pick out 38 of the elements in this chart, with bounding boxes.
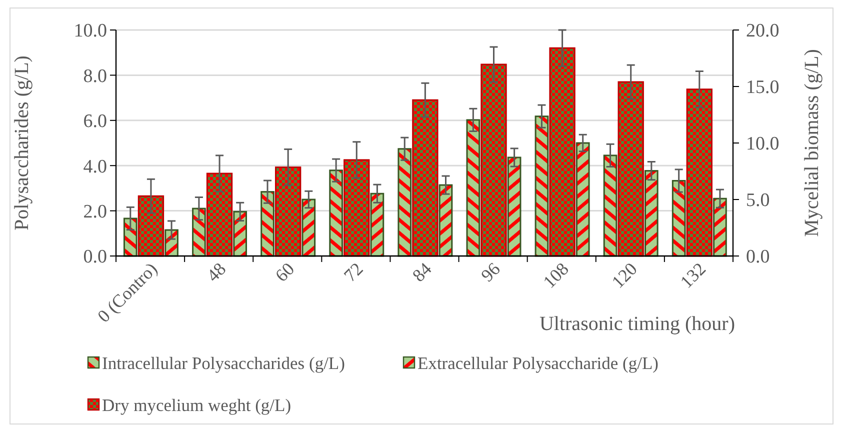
legend-label: Dry mycelium weght (g/L) (102, 395, 292, 416)
bar (576, 142, 590, 257)
x-tick-label: 96 (477, 258, 504, 286)
x-tick-label: 60 (271, 258, 298, 286)
bar (686, 88, 712, 257)
y2-tick-label: 20.0 (746, 20, 780, 42)
y-tick-label: 0.0 (83, 246, 107, 268)
legend-label: Intracellular Polysaccharides (g/L) (102, 353, 346, 374)
y2-tick-label: 0.0 (746, 246, 770, 268)
x-axis-title: Ultrasonic timing (hour) (539, 313, 735, 335)
x-tick-label: 72 (340, 258, 367, 286)
y-tick-label: 10.0 (74, 20, 107, 42)
bar (713, 198, 727, 257)
bar (123, 218, 138, 257)
x-tick-label: 84 (408, 258, 436, 286)
x-tick-label: 108 (539, 258, 572, 292)
y2-tick-label: 15.0 (746, 77, 780, 98)
y-tick-label: 4.0 (83, 156, 107, 178)
bar (603, 154, 618, 257)
bar (644, 170, 658, 257)
y2-tick-label: 5.0 (746, 190, 770, 212)
legend-label: Extracellular Polysaccharide (g/L) (418, 353, 659, 374)
x-tick-label: 48 (202, 258, 230, 286)
y-axis-title: Polysaccharides (g/L) (11, 56, 33, 230)
x-tick-label: 120 (608, 258, 641, 292)
x-tick-label: 132 (676, 258, 710, 292)
bar (192, 208, 206, 257)
bar (438, 184, 453, 257)
y-tick-label: 6.0 (83, 111, 107, 132)
bar (672, 180, 686, 257)
y-tick-label: 2.0 (83, 201, 107, 222)
y2-axis-title: Mycelial biomass (g/L) (801, 49, 823, 237)
bar (164, 229, 178, 257)
bar (507, 156, 522, 257)
bar (302, 198, 316, 257)
bar (233, 210, 248, 257)
y2-tick-label: 10.0 (746, 134, 780, 155)
y-tick-label: 8.0 (83, 66, 107, 87)
